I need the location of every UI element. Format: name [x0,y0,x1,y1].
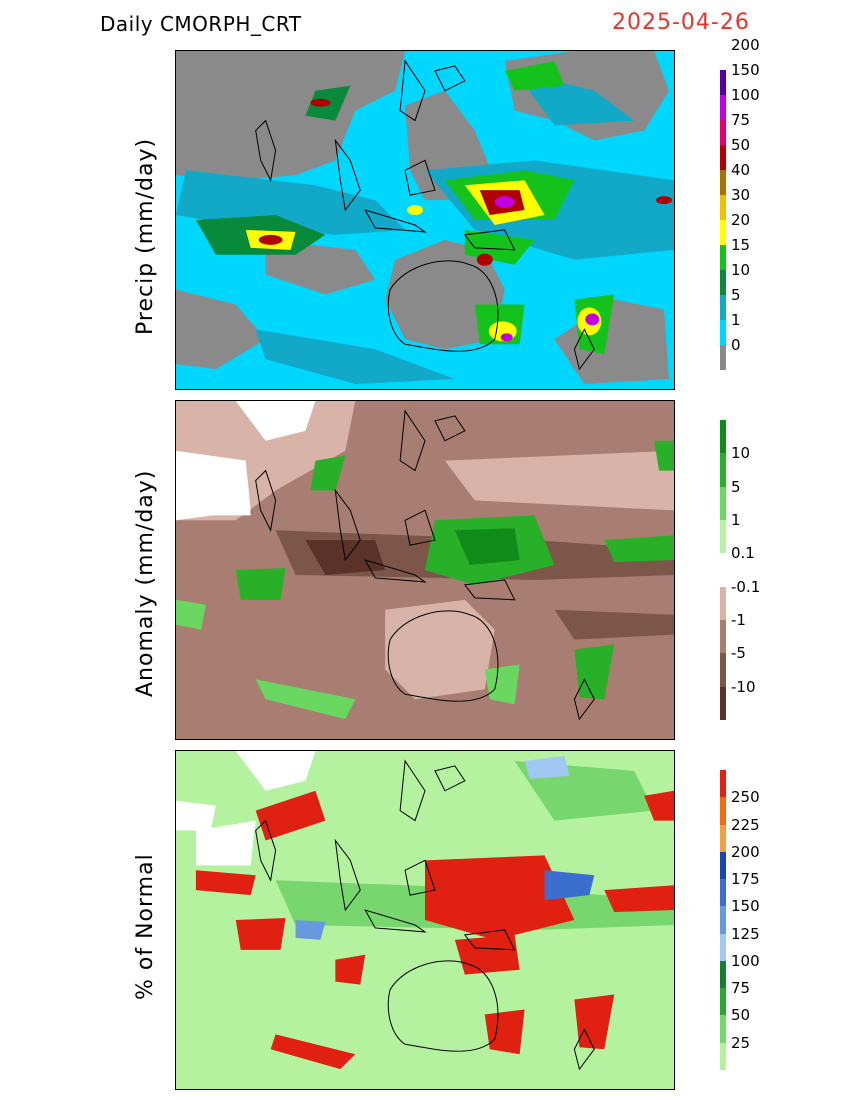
colorbar-segment [720,553,726,587]
colorbar-segment [720,586,726,620]
colorbar-tick-label: 10 [731,444,751,463]
colorbar-segment [720,70,726,95]
date-label: 2025-04-26 [612,10,750,35]
anomaly-map [176,401,674,739]
colorbar-tick-label: 125 [731,924,760,943]
colorbar-tick-label: 1 [731,311,741,329]
colorbar-tick-label: 15 [731,236,751,254]
colorbar-tick-label: 175 [731,870,760,889]
colorbar-segment [720,95,726,120]
colorbar-segment [720,1042,726,1070]
colorbar-tick-label: 40 [731,161,751,179]
colorbar-tick-label: 5 [731,477,741,496]
colorbar-tick-label: 75 [731,979,751,998]
colorbar-tick-label: -1 [731,611,746,629]
colorbar-tick-label: 0 [731,336,741,354]
percent-normal-map-panel [175,750,675,1090]
colorbar-segment [720,145,726,170]
colorbar-tick-label: -10 [731,677,756,696]
colorbar-tick-label: 200 [731,842,760,861]
precip-map [176,51,674,389]
colorbar-tick-label: 225 [731,815,760,834]
colorbar-tick-label: 250 [731,788,760,807]
colorbar-segment [720,933,726,961]
colorbar-segment [720,120,726,145]
colorbar-tick-label: 30 [731,186,751,204]
colorbar-segment [720,245,726,270]
colorbar-segment [720,220,726,245]
percent-normal-map [176,751,674,1089]
colorbar-tick-label: 5 [731,286,741,304]
anomaly-axis-label: Anomaly (mm/day) [133,469,158,697]
colorbar-segment [720,270,726,295]
colorbar-tick-label: 200 [731,36,760,54]
colorbar-segment [720,170,726,195]
colorbar-tick-label: -5 [731,644,746,663]
colorbar-segment [720,851,726,880]
colorbar-tick-label: -0.1 [731,577,761,596]
colorbar-tick-label: 75 [731,111,751,129]
colorbar-segment [720,824,726,852]
colorbar-segment [720,195,726,220]
colorbar-segment [720,345,726,370]
colorbar-segment [720,960,726,989]
colorbar-segment [720,420,726,454]
precip-colorbar [720,70,726,370]
percent-normal-axis-label: % of Normal [133,853,158,1000]
colorbar-tick-label: 50 [731,1006,751,1025]
colorbar-segment [720,686,726,720]
colorbar-tick-label: 150 [731,897,760,916]
colorbar-segment [720,453,726,487]
colorbar-segment [720,653,726,687]
colorbar-segment [720,1015,726,1043]
colorbar-segment [720,486,726,520]
colorbar-tick-label: 25 [731,1033,751,1052]
colorbar-segment [720,906,726,934]
colorbar-tick-label: 150 [731,61,760,79]
anomaly-map-panel [175,400,675,740]
colorbar-tick-label: 20 [731,211,751,229]
percent-normal-colorbar [720,770,726,1070]
colorbar-tick-label: 0.1 [731,544,755,563]
colorbar-tick-label: 10 [731,261,751,279]
colorbar-tick-label: 100 [731,951,760,970]
colorbar-segment [720,320,726,345]
colorbar-tick-label: 100 [731,86,760,104]
colorbar-tick-label: 50 [731,136,751,154]
colorbar-segment [720,520,726,554]
colorbar-tick-label: 1 [731,511,741,529]
colorbar-segment [720,620,726,654]
colorbar-segment [720,770,726,798]
precip-map-panel [175,50,675,390]
colorbar-segment [720,295,726,320]
colorbar-segment [720,988,726,1016]
product-title: Daily CMORPH_CRT [100,12,302,36]
colorbar-segment [720,879,726,907]
anomaly-colorbar [720,420,726,720]
colorbar-segment [720,797,726,825]
precip-axis-label: Precip (mm/day) [133,137,158,335]
